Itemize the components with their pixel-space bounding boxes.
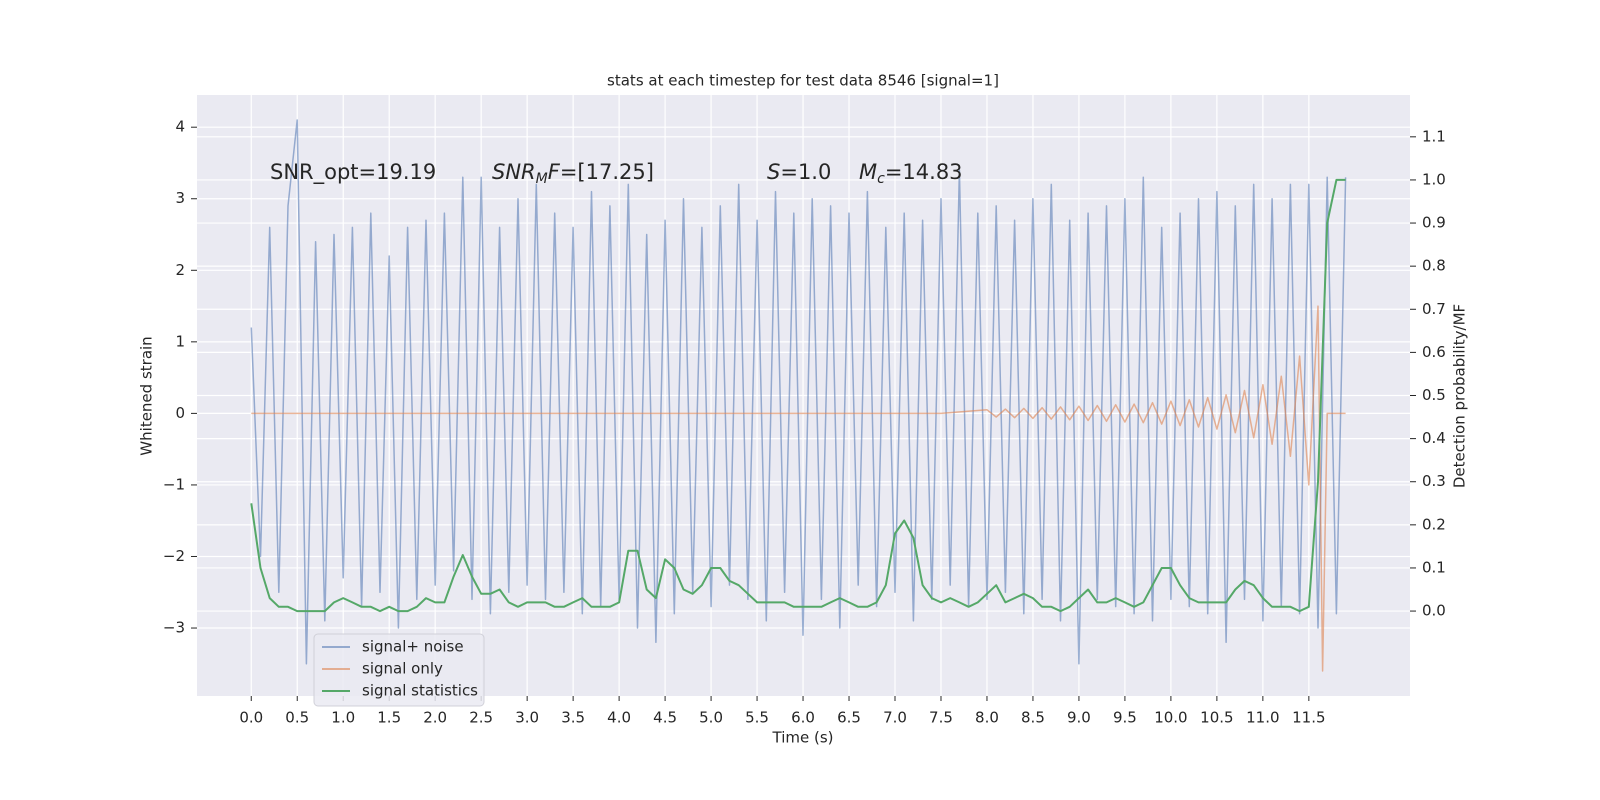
x-tick-label: 8.5 — [1021, 709, 1045, 727]
y2-tick-label: 1.0 — [1422, 170, 1446, 188]
y2-tick-label: 0.3 — [1422, 472, 1446, 490]
y2-tick-label: 0.2 — [1422, 515, 1446, 533]
x-tick-label: 6.5 — [837, 709, 861, 727]
y-tick-label: −2 — [163, 547, 185, 565]
y2-tick-label: 0.1 — [1422, 558, 1446, 576]
legend-box — [313, 633, 485, 707]
x-tick-label: 9.0 — [1067, 709, 1091, 727]
legend: signal+ noise signal only signal statistic… — [313, 633, 485, 707]
y-tick-label: 2 — [175, 261, 185, 279]
y-tick-label: 0 — [175, 404, 185, 422]
y2-tick-label: 0.0 — [1422, 602, 1446, 620]
legend-label: signal+ noise — [362, 638, 464, 656]
x-tick-label: 3.5 — [561, 709, 585, 727]
y2-tick-label: 0.4 — [1422, 429, 1446, 447]
x-tick-label: 4.0 — [607, 709, 631, 727]
marks — [250, 119, 1347, 672]
x-tick-label: 3.0 — [515, 709, 539, 727]
x-tick-label: 5.5 — [745, 709, 769, 727]
y2-axis-label: Detection probability/MF — [1451, 304, 1469, 488]
y-tick-label: −3 — [163, 619, 185, 637]
x-tick-label: 1.0 — [331, 709, 355, 727]
legend-label: signal statistics — [362, 682, 478, 700]
x-tick-label: 1.5 — [377, 709, 401, 727]
y-axis-label: Whitened strain — [138, 336, 156, 455]
series-line — [250, 178, 1346, 613]
annotation-part: F — [548, 160, 561, 184]
x-tick-label: 0.0 — [239, 709, 263, 727]
x-tick-label: 8.0 — [975, 709, 999, 727]
annotation-part: =14.83 — [885, 160, 963, 184]
x-tick-label: 5.0 — [699, 709, 723, 727]
y2-tick-label: 1.1 — [1422, 127, 1446, 145]
annotation: Mc=14.83 — [859, 160, 963, 187]
y2-tick-label: 0.6 — [1422, 343, 1446, 361]
annotation-part: =1.0 — [780, 160, 831, 184]
x-tick-label: 7.0 — [883, 709, 907, 727]
series-line — [251, 305, 1346, 672]
x-tick-label: 11.0 — [1246, 709, 1279, 727]
x-tick-label: 4.5 — [653, 709, 677, 727]
annotation: S=1.0 — [767, 160, 831, 184]
x-tick-label: 9.5 — [1113, 709, 1137, 727]
y-tick-label: −1 — [163, 475, 185, 493]
annotation-part: SNR_opt=19.19 — [270, 160, 436, 185]
annotation-part: M — [536, 171, 548, 187]
y2-tick-label: 0.8 — [1422, 257, 1446, 275]
x-tick-label: 2.0 — [423, 709, 447, 727]
annotation-part: =[17.25] — [560, 160, 654, 184]
y-tick-label: 4 — [175, 118, 185, 136]
legend-label: signal only — [362, 660, 443, 678]
x-tick-label: 10.0 — [1154, 709, 1187, 727]
x-tick-label: 7.5 — [929, 709, 953, 727]
y2-tick-label: 0.9 — [1422, 214, 1446, 232]
annotation-part: SNR — [492, 160, 536, 184]
y-tick-label: 1 — [175, 332, 185, 350]
y2-tick-label: 0.7 — [1422, 300, 1446, 318]
x-tick-label: 11.5 — [1292, 709, 1325, 727]
x-tick-label: 10.5 — [1200, 709, 1233, 727]
y2-tick-label: 0.5 — [1422, 386, 1446, 404]
annotation-part: M — [859, 160, 877, 184]
x-tick-label: 2.5 — [469, 709, 493, 727]
annotation: SNRMF=[17.25] — [492, 160, 654, 187]
annotation-part: c — [877, 171, 885, 187]
x-axis-label: Time (s) — [772, 729, 834, 747]
chart-title: stats at each timestep for test data 854… — [607, 72, 999, 90]
annotation-part: S — [767, 160, 780, 184]
series-line — [250, 119, 1347, 665]
annotation: SNR_opt=19.19 — [270, 160, 436, 185]
x-tick-label: 0.5 — [285, 709, 309, 727]
x-tick-label: 6.0 — [791, 709, 815, 727]
y-tick-label: 3 — [175, 189, 185, 207]
ticks: 0.0 0.5 1.0 1.5 2.0 2.5 3.0 3.5 4.0 4.5 5.0 5.5 6.0 6… — [163, 118, 1446, 727]
